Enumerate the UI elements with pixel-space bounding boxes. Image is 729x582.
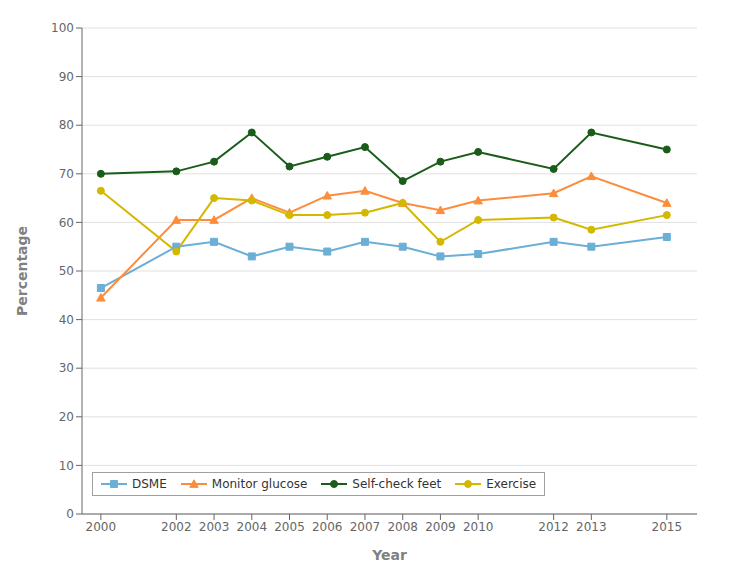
svg-text:40: 40	[59, 313, 74, 327]
svg-text:Percentage: Percentage	[14, 226, 30, 316]
svg-text:100: 100	[51, 21, 74, 35]
svg-text:2004: 2004	[237, 520, 268, 534]
svg-text:2010: 2010	[463, 520, 494, 534]
svg-text:2013: 2013	[576, 520, 607, 534]
svg-text:0: 0	[66, 507, 74, 521]
html-text:Self-check feet: Self-check feet	[352, 477, 442, 491]
html-text:Monitor glucose: Monitor glucose	[211, 477, 308, 491]
svg-text:2000: 2000	[86, 520, 117, 534]
svg-text:2008: 2008	[387, 520, 418, 534]
svg-text:2002: 2002	[161, 520, 192, 534]
svg-text:80: 80	[59, 118, 74, 132]
svg-text:2015: 2015	[652, 520, 683, 534]
svg-text:20: 20	[59, 410, 74, 424]
svg-text:90: 90	[59, 70, 74, 84]
svg-text:30: 30	[59, 361, 74, 375]
html-text:DSME: DSME	[132, 477, 167, 491]
svg-text:2007: 2007	[350, 520, 381, 534]
svg-text:2012: 2012	[538, 520, 569, 534]
svg-text:2005: 2005	[274, 520, 305, 534]
svg-text:10: 10	[59, 459, 74, 473]
svg-text:70: 70	[59, 167, 74, 181]
svg-text:50: 50	[59, 264, 74, 278]
svg-text:60: 60	[59, 216, 74, 230]
html-text:Exercise: Exercise	[486, 477, 537, 491]
svg-text:2009: 2009	[425, 520, 456, 534]
svg-text:2003: 2003	[199, 520, 230, 534]
svg-text:2006: 2006	[312, 520, 343, 534]
svg-text:Year: Year	[371, 547, 407, 563]
